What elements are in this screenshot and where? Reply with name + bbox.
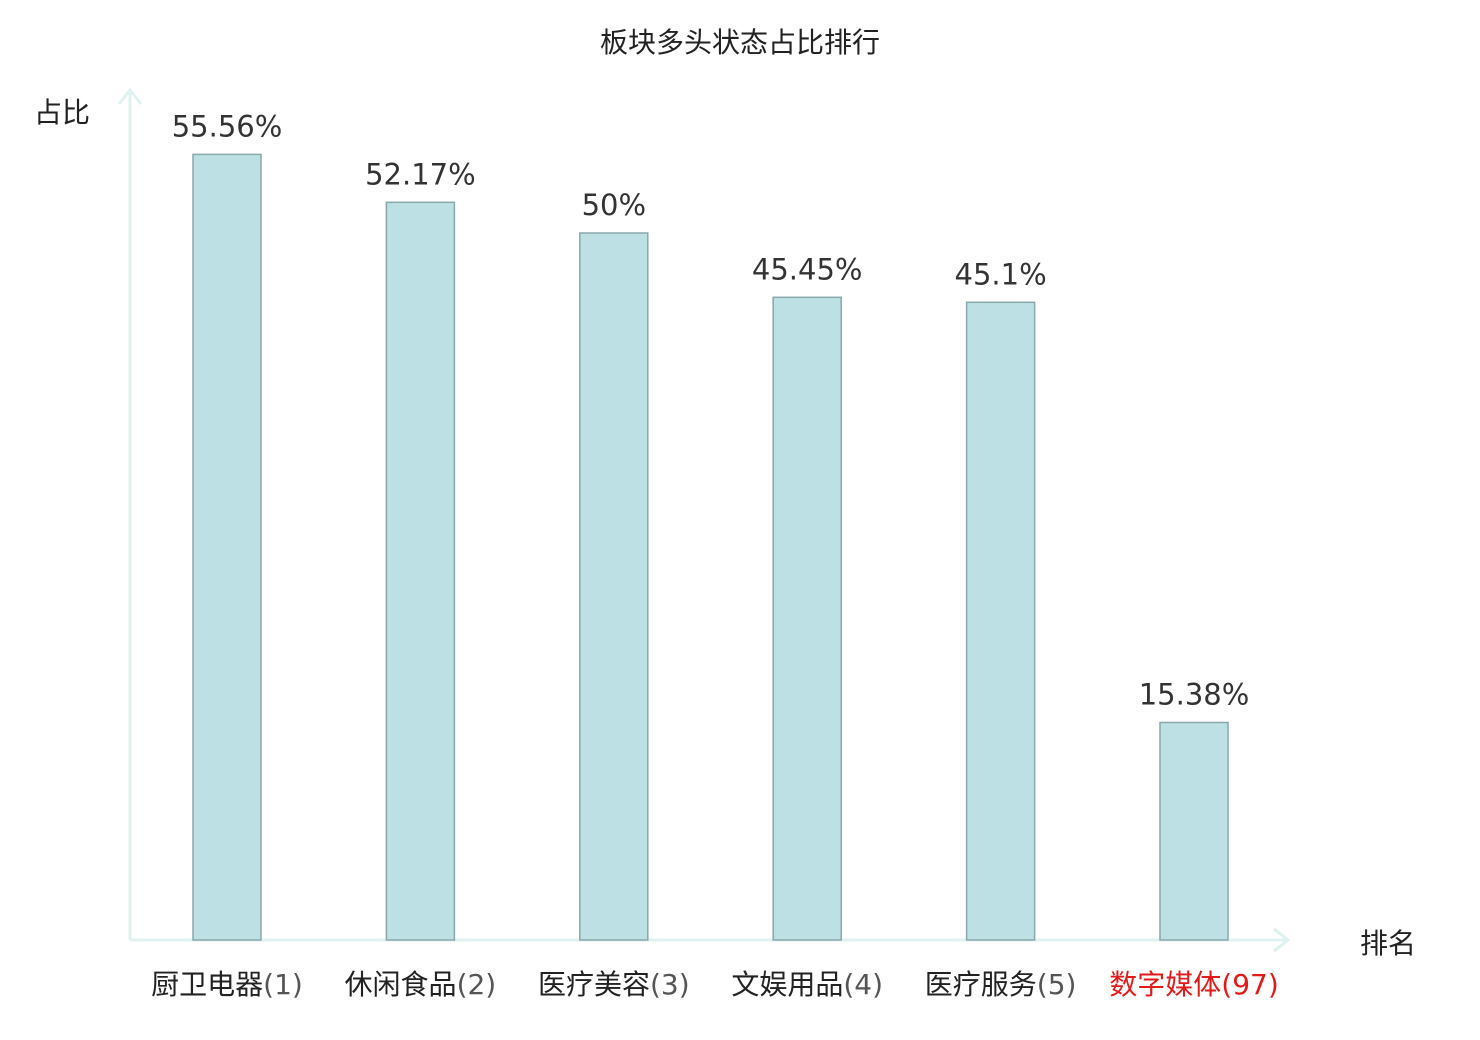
category-name-5: 医疗服务: [925, 968, 1037, 1001]
category-name-6: 数字媒体: [1109, 968, 1221, 1001]
category-label-4: 文娱用品(4): [731, 968, 883, 1001]
category-rank-6: (97): [1221, 968, 1278, 1001]
category-labels-group: 厨卫电器(1) 休闲食品(2) 医疗美容(3) 文娱用品(4) 医疗服务(5) 数字媒体(…: [151, 968, 1279, 1001]
y-axis-arrow: [117, 87, 143, 105]
bars-group: [192, 153, 1229, 941]
bar-3: [579, 232, 649, 941]
category-name-1: 厨卫电器: [151, 968, 263, 1001]
category-name-3: 医疗美容: [538, 968, 650, 1001]
category-rank-5: (5): [1037, 968, 1077, 1001]
x-axis-label: 排名: [1360, 927, 1416, 960]
bar-value-label-3: 50%: [582, 188, 646, 222]
bar-value-label-5: 45.1%: [955, 257, 1047, 291]
category-rank-4: (4): [843, 968, 883, 1001]
bar-5: [965, 301, 1036, 941]
category-label-2: 休闲食品(2): [345, 968, 497, 1001]
category-label-5: 医疗服务(5): [925, 968, 1077, 1001]
bar-1: [192, 153, 262, 941]
category-label-1: 厨卫电器(1): [151, 968, 303, 1001]
category-rank-3: (3): [650, 968, 690, 1001]
category-rank-2: (2): [457, 968, 497, 1001]
bar-value-label-4: 45.45%: [752, 252, 863, 286]
bar-value-label-2: 52.17%: [365, 157, 476, 191]
bar-value-label-6: 15.38%: [1139, 678, 1250, 712]
category-name-4: 文娱用品: [731, 968, 843, 1001]
x-axis-arrow: [1273, 927, 1291, 953]
category-rank-1: (1): [263, 968, 303, 1001]
bar-value-label-1: 55.56%: [172, 109, 283, 143]
y-axis-label: 占比: [34, 96, 90, 129]
category-label-3: 医疗美容(3): [538, 968, 690, 1001]
bar-2: [385, 201, 456, 941]
category-name-2: 休闲食品: [345, 968, 457, 1001]
value-labels-group: 55.56% 52.17% 50% 45.45% 45.1% 15.38%: [172, 109, 1250, 711]
chart-title: 板块多头状态占比排行: [600, 26, 880, 59]
bar-6: [1159, 721, 1229, 941]
bar-4: [772, 296, 842, 941]
category-label-6: 数字媒体(97): [1109, 968, 1279, 1001]
